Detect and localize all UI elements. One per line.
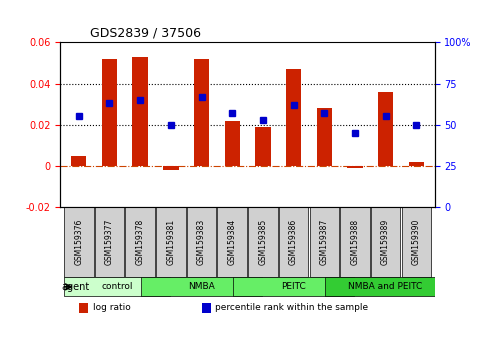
Text: PEITC: PEITC <box>281 282 306 291</box>
FancyBboxPatch shape <box>248 207 278 278</box>
Bar <box>347 166 363 168</box>
FancyBboxPatch shape <box>340 207 369 278</box>
Bar <box>225 121 240 166</box>
Text: GSM159386: GSM159386 <box>289 219 298 266</box>
Text: control: control <box>101 282 133 291</box>
Text: GSM159384: GSM159384 <box>227 219 237 266</box>
Text: log ratio: log ratio <box>93 303 130 312</box>
FancyBboxPatch shape <box>217 207 247 278</box>
Bar <box>102 59 117 166</box>
FancyBboxPatch shape <box>95 207 124 278</box>
Text: GSM159390: GSM159390 <box>412 219 421 266</box>
FancyBboxPatch shape <box>156 207 185 278</box>
Bar <box>255 127 270 166</box>
Text: NMBA: NMBA <box>188 282 215 291</box>
Text: GSM159377: GSM159377 <box>105 219 114 266</box>
FancyBboxPatch shape <box>233 278 355 296</box>
Text: GSM159387: GSM159387 <box>320 219 329 266</box>
FancyBboxPatch shape <box>187 207 216 278</box>
FancyBboxPatch shape <box>141 278 262 296</box>
FancyBboxPatch shape <box>279 207 308 278</box>
Bar <box>132 57 148 166</box>
Text: GSM159389: GSM159389 <box>381 219 390 266</box>
FancyBboxPatch shape <box>126 207 155 278</box>
Text: NMBA and PEITC: NMBA and PEITC <box>348 282 423 291</box>
FancyBboxPatch shape <box>64 207 94 278</box>
FancyBboxPatch shape <box>310 207 339 278</box>
Bar <box>163 166 179 170</box>
Text: GSM159385: GSM159385 <box>258 219 268 266</box>
FancyBboxPatch shape <box>64 278 170 296</box>
Text: GSM159383: GSM159383 <box>197 219 206 266</box>
Bar <box>71 155 86 166</box>
Bar <box>79 303 88 313</box>
Text: GSM159378: GSM159378 <box>136 219 144 266</box>
FancyBboxPatch shape <box>401 207 431 278</box>
Bar <box>286 69 301 166</box>
Text: agent: agent <box>61 282 89 292</box>
Bar <box>316 108 332 166</box>
FancyBboxPatch shape <box>325 278 446 296</box>
Bar <box>194 59 209 166</box>
Bar <box>201 303 211 313</box>
FancyBboxPatch shape <box>371 207 400 278</box>
Bar <box>409 162 424 166</box>
Bar <box>378 92 393 166</box>
Text: GSM159388: GSM159388 <box>351 219 359 265</box>
Text: GSM159381: GSM159381 <box>166 219 175 265</box>
Text: percentile rank within the sample: percentile rank within the sample <box>215 303 369 312</box>
Text: GSM159376: GSM159376 <box>74 219 83 266</box>
Text: GDS2839 / 37506: GDS2839 / 37506 <box>90 27 201 40</box>
